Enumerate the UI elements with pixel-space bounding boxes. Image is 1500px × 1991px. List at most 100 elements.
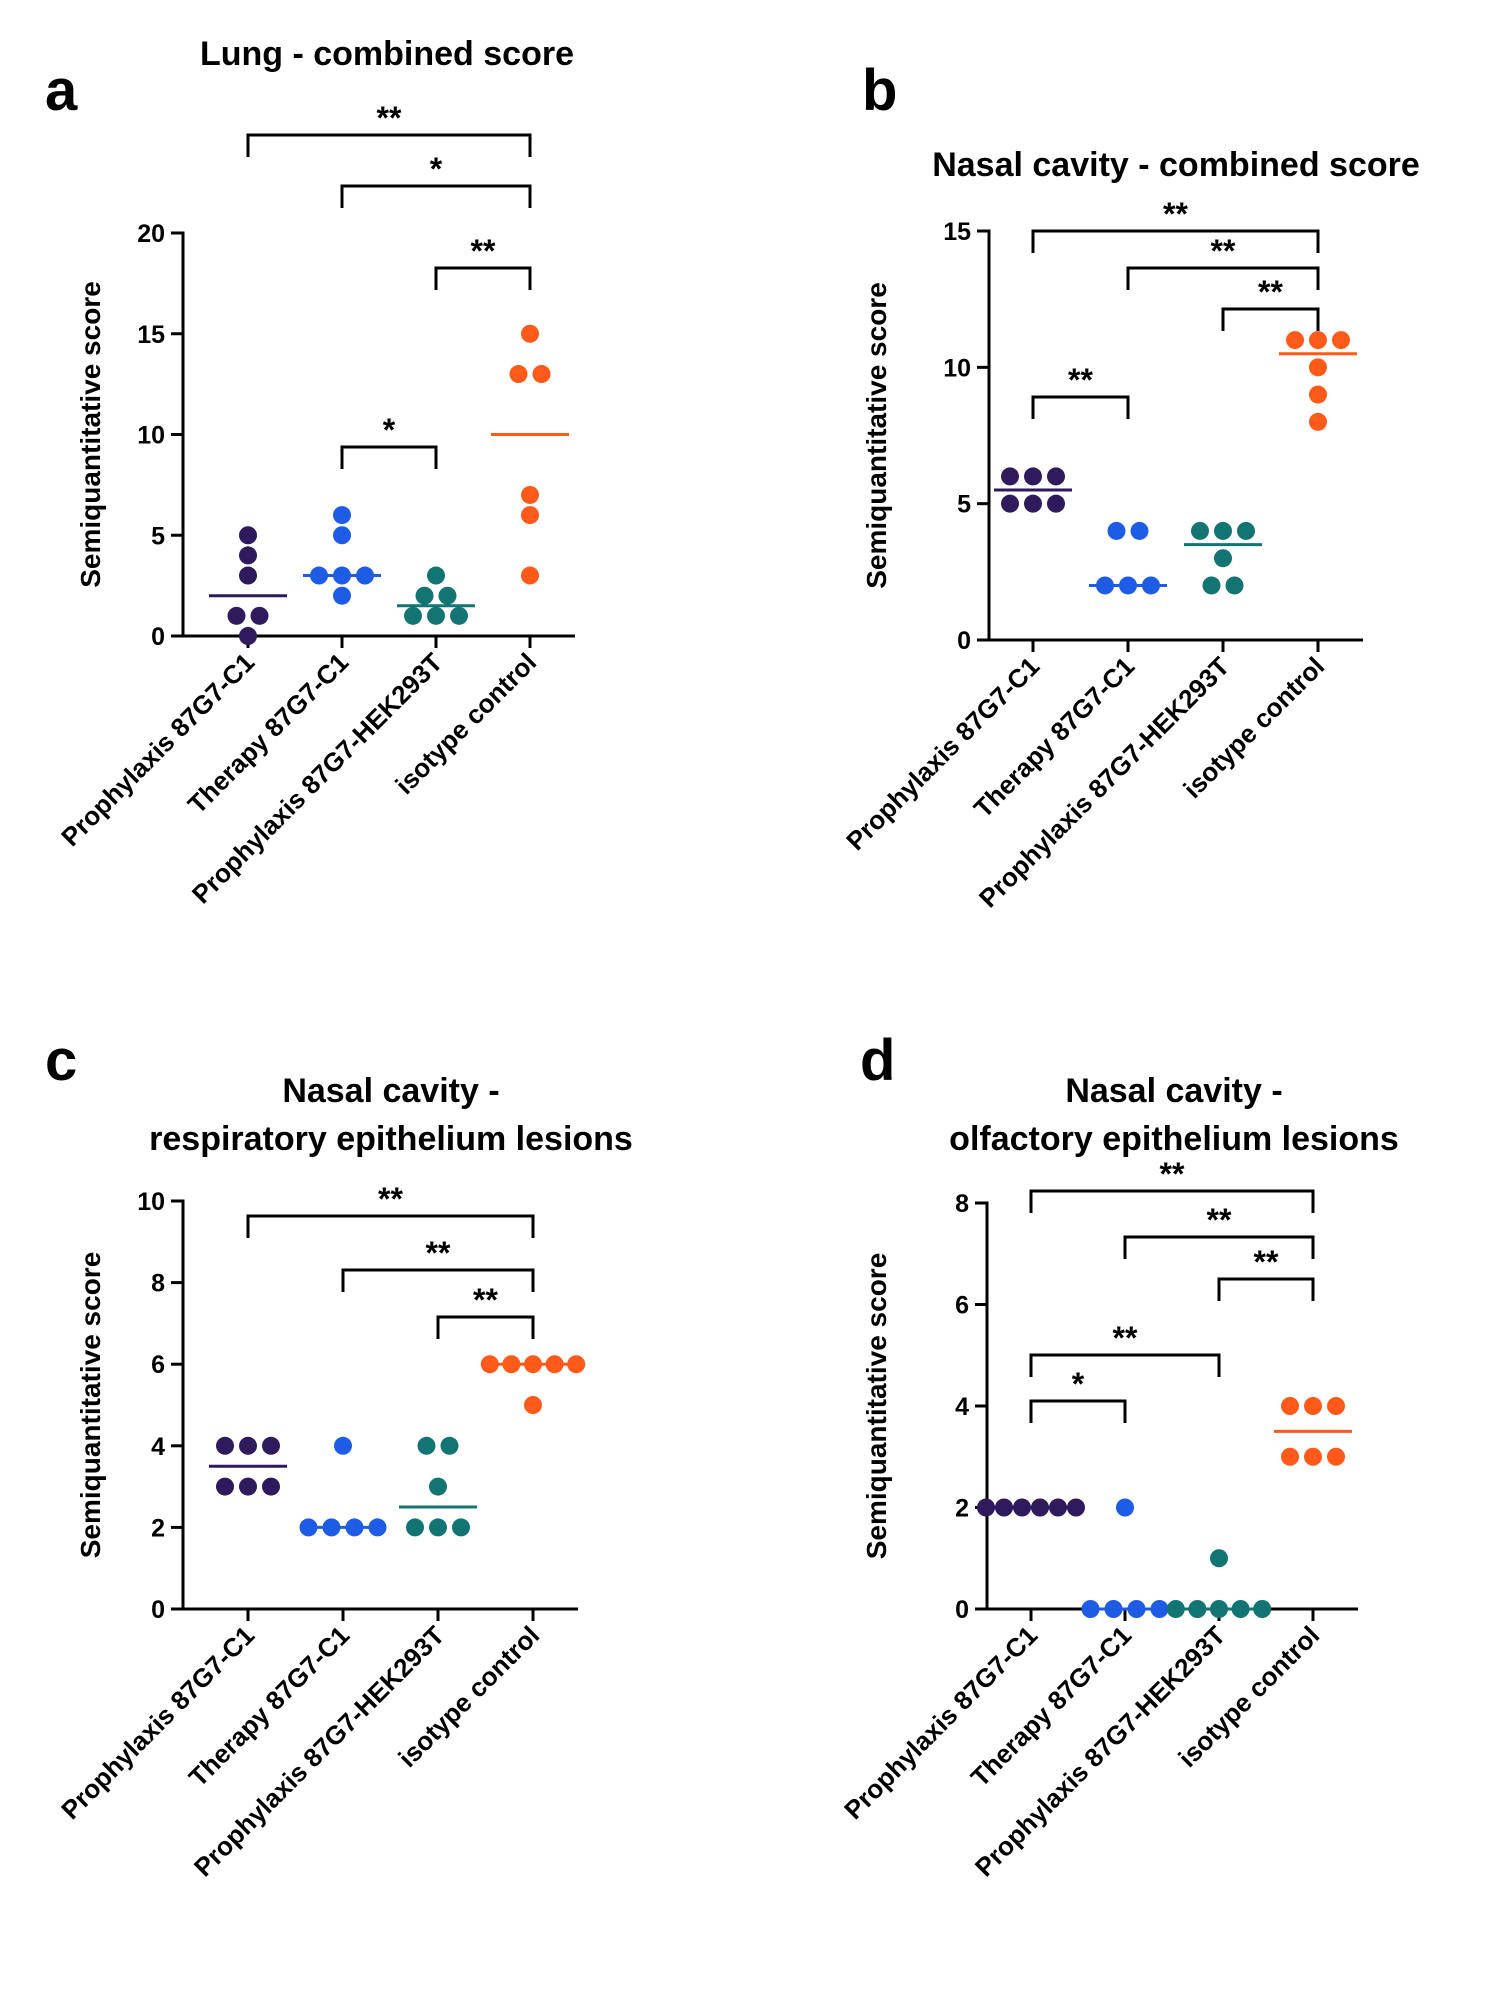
data-point [1210, 1549, 1228, 1568]
significance-bracket [1126, 266, 1320, 290]
significance-label: ** [1160, 1156, 1185, 1192]
data-point [1304, 1447, 1322, 1466]
y-tick-label: 2 [151, 1514, 165, 1542]
significance-bracket [246, 133, 532, 157]
data-point [521, 566, 539, 585]
data-point [1281, 1447, 1299, 1466]
chart-title: Lung - combined score [200, 35, 574, 73]
data-point [521, 506, 539, 525]
significance-label: * [430, 151, 443, 187]
data-point [521, 485, 539, 504]
data-point [1001, 494, 1019, 513]
panel-letter: c [45, 1028, 77, 1093]
data-point [216, 1477, 234, 1496]
y-tick-label: 0 [151, 1596, 165, 1624]
data-point [1214, 521, 1232, 540]
data-point [452, 1518, 470, 1537]
data-point [1024, 467, 1042, 486]
panel-letter: b [862, 58, 897, 123]
data-point [334, 1436, 352, 1455]
y-axis-label: Semiquantitative score [75, 281, 106, 588]
data-point [333, 506, 351, 525]
data-point [977, 1498, 995, 1517]
data-point [1309, 412, 1327, 431]
data-point [450, 606, 468, 625]
significance-label: ** [1163, 196, 1188, 232]
significance-label: ** [1068, 362, 1093, 398]
data-point [1047, 494, 1065, 513]
x-tick-label: Prophylaxis 87G7-C1 [840, 651, 1045, 856]
data-point [415, 586, 434, 605]
data-point [262, 1477, 280, 1496]
x-tick-label: Prophylaxis 87G7-C1 [55, 1620, 260, 1825]
y-tick-label: 10 [137, 1188, 165, 1216]
data-point [239, 1436, 257, 1455]
significance-bracket [436, 1315, 535, 1339]
x-tick-label: Therapy 87G7-C1 [968, 651, 1140, 823]
significance-label: ** [1258, 274, 1283, 310]
significance-bracket [1029, 1399, 1127, 1423]
data-point [532, 365, 551, 384]
data-point [509, 365, 528, 384]
data-point [1309, 358, 1327, 377]
x-tick-label: Therapy 87G7-C1 [183, 1620, 355, 1792]
significance-bracket [340, 184, 532, 208]
significance-bracket [1031, 229, 1320, 253]
significance-label: * [1072, 1366, 1085, 1402]
y-tick-label: 20 [137, 220, 165, 248]
data-point [1166, 1600, 1185, 1618]
data-point [1130, 521, 1149, 540]
data-point [480, 1355, 499, 1374]
y-tick-label: 0 [151, 623, 165, 651]
significance-label: ** [426, 1235, 451, 1271]
data-point [1332, 331, 1350, 350]
y-tick-label: 8 [955, 1190, 969, 1218]
significance-bracket [1123, 1235, 1315, 1259]
y-axis-label: Semiquantitative score [75, 1252, 106, 1559]
panel-letter: a [45, 58, 78, 123]
data-point [1281, 1397, 1299, 1415]
data-point [417, 1436, 436, 1455]
data-point [427, 566, 445, 585]
data-point [250, 606, 269, 625]
data-point [429, 1477, 447, 1496]
significance-label: * [383, 412, 396, 448]
data-point [1202, 576, 1221, 595]
significance-label: ** [377, 100, 402, 136]
data-point [1253, 1600, 1272, 1618]
data-point [1304, 1397, 1322, 1415]
data-point [239, 627, 257, 645]
significance-bracket [341, 1268, 535, 1292]
data-point [1067, 1498, 1085, 1517]
data-point [1286, 331, 1304, 350]
data-point [239, 1477, 257, 1496]
panel-letter: d [860, 1028, 895, 1093]
chart-title: Nasal cavity - [1065, 1072, 1282, 1110]
x-tick-label: Therapy 87G7-C1 [965, 1620, 1137, 1792]
data-point [333, 586, 351, 605]
significance-label: ** [1207, 1202, 1232, 1238]
data-point [524, 1396, 542, 1414]
data-point [1191, 521, 1209, 540]
data-point [239, 566, 257, 585]
data-point [1237, 521, 1255, 540]
data-point [427, 606, 445, 625]
significance-bracket [246, 1214, 535, 1238]
data-point [333, 526, 351, 545]
y-axis-label: Semiquantitative score [861, 1253, 892, 1560]
significance-bracket [1031, 395, 1130, 419]
significance-bracket [434, 266, 532, 290]
data-point [1327, 1397, 1345, 1415]
significance-label: ** [1113, 1320, 1138, 1356]
significance-label: ** [471, 233, 496, 269]
chart-title: respiratory epithelium lesions [149, 1120, 633, 1158]
y-tick-label: 5 [151, 522, 165, 550]
significance-label: ** [1211, 233, 1236, 269]
y-tick-label: 0 [957, 627, 971, 655]
x-tick-label: Therapy 87G7-C1 [182, 647, 354, 819]
data-point [404, 606, 422, 625]
data-point [1309, 385, 1327, 404]
data-point [239, 526, 257, 545]
data-point [1225, 576, 1244, 595]
